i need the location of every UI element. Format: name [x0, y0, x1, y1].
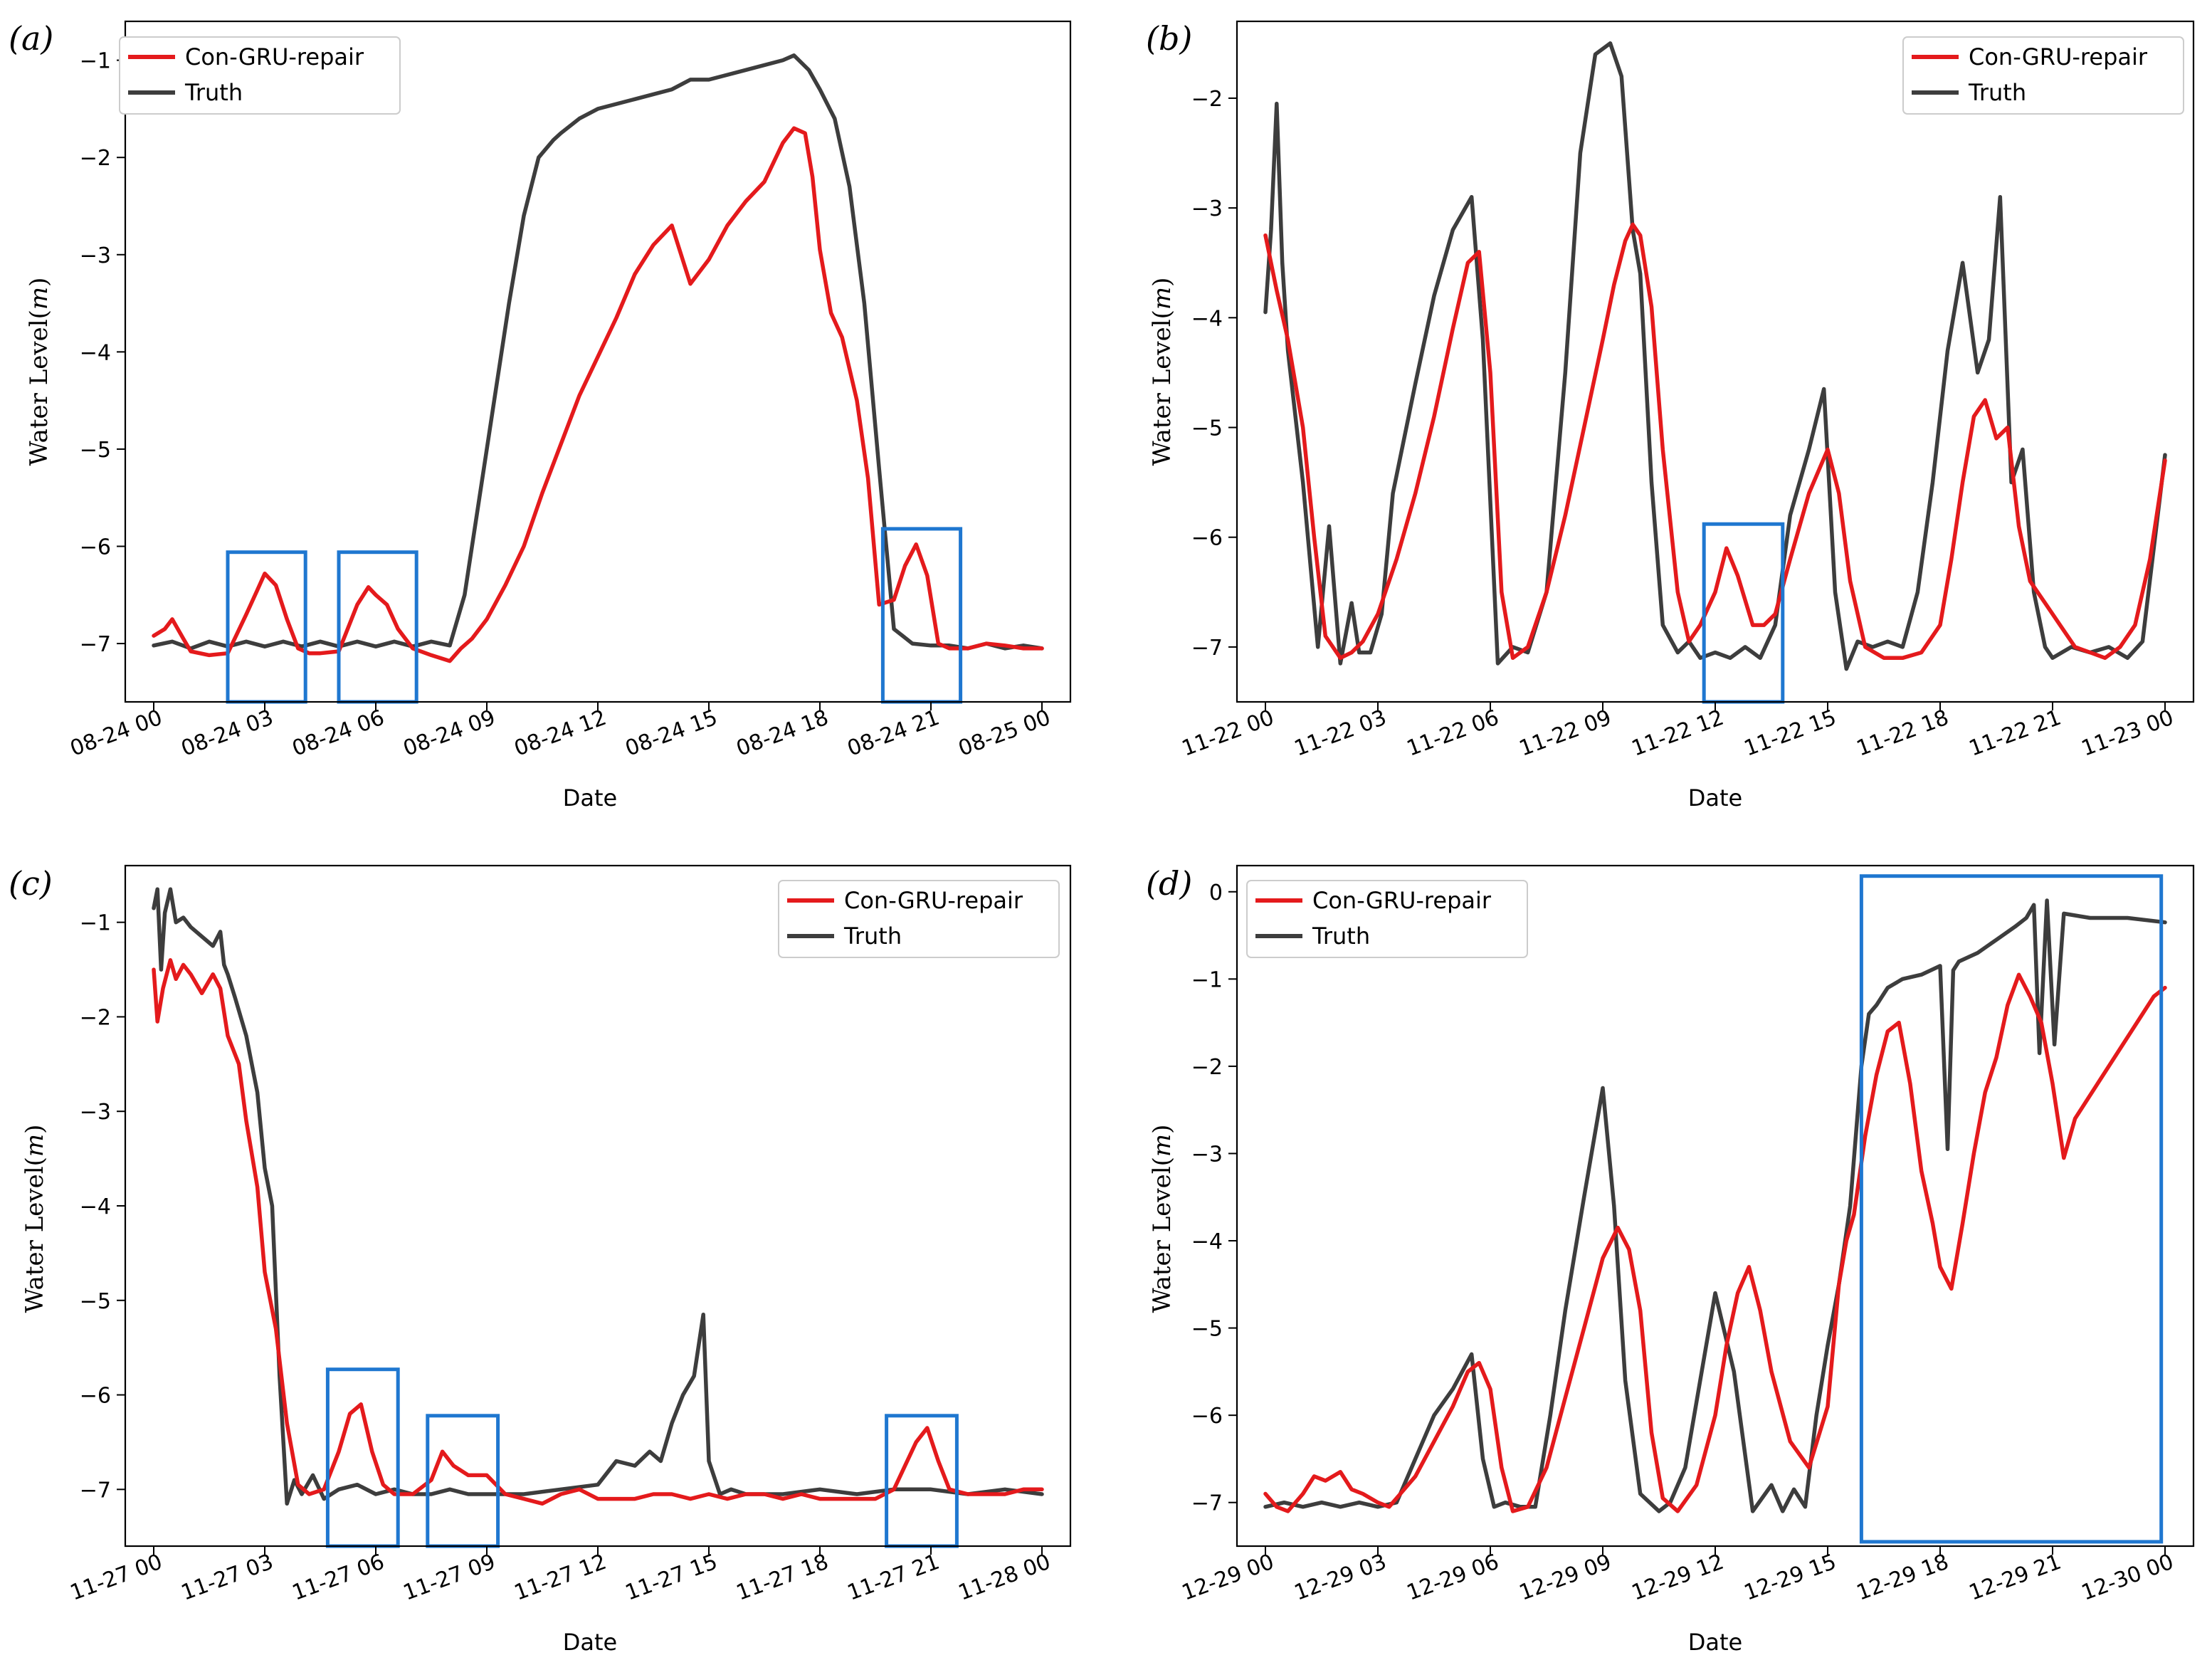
series-line-predicted — [152, 958, 1044, 1506]
y-tick-label: −5 — [80, 1289, 111, 1314]
y-tick-label: −3 — [1191, 1143, 1223, 1167]
y-tick-label: −6 — [1191, 526, 1223, 551]
panel-label: (b) — [1146, 19, 1192, 58]
legend-frame — [119, 36, 401, 115]
y-tick-label: −7 — [1191, 1491, 1223, 1516]
legend-label-truth: Truth — [1968, 79, 2026, 106]
y-tick-label: −4 — [1191, 1229, 1223, 1254]
legend-frame — [1246, 880, 1528, 958]
y-tick-label: −6 — [80, 535, 111, 560]
y-tick-label: −1 — [1191, 967, 1223, 992]
y-axis-label-unit: m — [1148, 1134, 1176, 1157]
y-tick-label: −1 — [80, 49, 111, 74]
y-tick-label: −6 — [1191, 1404, 1223, 1429]
y-axis-label-unit: m — [25, 287, 53, 310]
legend-label-predicted: Con-GRU-repair — [185, 43, 364, 70]
y-tick-label: 0 — [1209, 881, 1223, 905]
y-tick-label: −2 — [80, 146, 111, 171]
y-tick-label: −3 — [80, 1100, 111, 1125]
panel-label: (a) — [9, 19, 53, 58]
legend-label-truth: Truth — [184, 79, 243, 106]
y-axis-label: Water Level(m) — [21, 1125, 49, 1313]
y-axis-label-main: Water Level( — [25, 310, 53, 466]
y-axis-label-unit: m — [21, 1134, 49, 1157]
y-tick-label: −4 — [80, 1194, 111, 1219]
y-axis-label-unit: m — [1148, 287, 1176, 310]
series-line-predicted — [1263, 222, 2167, 661]
y-tick-label: −1 — [80, 911, 111, 936]
x-axis-label: Date — [563, 1629, 617, 1656]
series-line-truth — [152, 887, 1044, 1506]
y-axis-label-main: Water Level( — [21, 1157, 49, 1313]
series-line-predicted — [152, 126, 1044, 663]
legend: Con-GRU-repair Truth — [119, 36, 401, 115]
y-tick-label: −5 — [80, 438, 111, 463]
series-line-predicted — [1263, 972, 2167, 1513]
y-axis-label-close: ) — [21, 1125, 49, 1134]
x-axis-label: Date — [563, 784, 617, 812]
y-tick-label: −2 — [1191, 87, 1223, 112]
legend: Con-GRU-repair Truth — [1246, 880, 1528, 958]
y-axis-label: Water Level(m) — [25, 278, 53, 466]
y-axis-label: Water Level(m) — [1148, 278, 1176, 466]
legend: Con-GRU-repair Truth — [1902, 36, 2184, 115]
y-tick-label: −4 — [80, 340, 111, 365]
legend: Con-GRU-repair Truth — [778, 880, 1060, 958]
legend-label-truth: Truth — [843, 923, 902, 950]
y-tick-label: −7 — [80, 1478, 111, 1503]
x-axis-label: Date — [1688, 1629, 1742, 1656]
panel-label: (c) — [9, 864, 53, 903]
series-line-truth — [152, 53, 1044, 651]
x-axis-label: Date — [1688, 784, 1742, 812]
legend-frame — [1902, 36, 2184, 115]
legend-label-predicted: Con-GRU-repair — [1312, 887, 1492, 914]
y-axis-label-main: Water Level( — [1148, 1157, 1176, 1313]
y-tick-label: −5 — [1191, 416, 1223, 441]
legend-label-predicted: Con-GRU-repair — [844, 887, 1023, 914]
y-axis-label-close: ) — [1148, 278, 1176, 287]
y-tick-label: −3 — [1191, 196, 1223, 221]
y-tick-label: −3 — [80, 243, 111, 268]
y-axis-label-close: ) — [1148, 1125, 1176, 1134]
series-line-truth — [1263, 898, 2167, 1513]
y-axis-label: Water Level(m) — [1148, 1125, 1176, 1313]
legend-frame — [778, 880, 1060, 958]
y-tick-label: −6 — [80, 1384, 111, 1409]
legend-label-truth: Truth — [1312, 923, 1370, 950]
y-tick-label: −5 — [1191, 1317, 1223, 1342]
panel-label: (d) — [1146, 864, 1192, 903]
legend-label-predicted: Con-GRU-repair — [1969, 43, 2148, 70]
y-tick-label: −7 — [80, 632, 111, 657]
y-axis-label-main: Water Level( — [1148, 310, 1176, 466]
y-axis-label-close: ) — [25, 278, 53, 287]
y-tick-label: −4 — [1191, 306, 1223, 331]
y-tick-label: −2 — [80, 1005, 111, 1030]
y-tick-label: −2 — [1191, 1055, 1223, 1080]
highlight-box — [1859, 874, 2164, 1544]
y-tick-label: −7 — [1191, 636, 1223, 661]
